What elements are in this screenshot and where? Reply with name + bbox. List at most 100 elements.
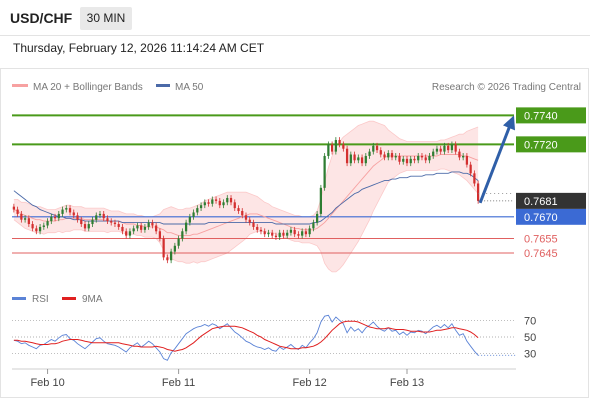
candle-body — [435, 148, 439, 152]
rsi-tick-label: 70 — [524, 315, 536, 327]
rsi-line — [13, 314, 479, 361]
candle-body — [188, 216, 191, 223]
candle-body — [417, 155, 420, 161]
candle-body — [394, 155, 397, 158]
candle-body — [256, 226, 259, 230]
candle-body — [229, 197, 233, 203]
candle-body — [121, 226, 124, 232]
candle-body — [222, 202, 225, 206]
candle-body — [293, 229, 296, 235]
candle-body — [53, 216, 57, 219]
level-tag-resistance — [516, 107, 586, 124]
candle-body — [319, 187, 323, 214]
bollinger-upper-line — [13, 120, 479, 218]
legend-bb-label: MA 20 + Bollinger Bands — [33, 82, 143, 93]
candle-body — [387, 153, 390, 158]
candle-body — [76, 215, 79, 220]
candle-body — [102, 213, 105, 219]
candle-body — [244, 215, 248, 220]
candle-body — [308, 228, 311, 235]
candle-body — [413, 158, 416, 161]
candle-body — [87, 224, 90, 229]
candle-body — [237, 208, 240, 212]
candle-body — [383, 154, 386, 158]
candle-body — [98, 213, 102, 216]
legend-ma50-label: MA 50 — [175, 82, 204, 93]
time-tick-label: Feb 12 — [293, 377, 327, 389]
level-label-resistance: 0.7720 — [524, 139, 558, 151]
credit-text: Research © 2026 Trading Central — [432, 82, 581, 93]
level-label-support: 0.7645 — [524, 248, 558, 260]
candle-body — [140, 225, 143, 230]
candle-body — [20, 213, 23, 220]
candle-body — [35, 228, 38, 232]
level-tag-resistance — [516, 136, 586, 153]
projection-arrow-shaft — [478, 124, 512, 204]
candle-body — [316, 213, 319, 223]
candle-body — [263, 231, 266, 235]
candle-body — [473, 173, 476, 184]
candle-body — [360, 157, 364, 164]
candle-body — [83, 224, 87, 229]
chart-frame — [0, 68, 589, 398]
candle-body — [166, 257, 169, 261]
candle-body — [282, 232, 285, 236]
candle-body — [181, 231, 184, 239]
candle-body — [23, 218, 27, 220]
current-price-tag — [516, 192, 586, 209]
time-tick-label: Feb 11 — [162, 377, 195, 389]
candle-body — [110, 221, 113, 223]
candle-body — [169, 251, 173, 261]
candle-body — [143, 226, 147, 230]
candle-body — [72, 212, 75, 216]
current-price-label: 0.7681 — [524, 196, 558, 208]
candle-body — [297, 234, 300, 236]
candle-body — [241, 211, 244, 216]
legend-rsi-ma-swatch — [62, 297, 76, 300]
candle-body — [214, 199, 218, 201]
candle-body — [334, 140, 337, 152]
candle-body — [27, 218, 30, 225]
candle-body — [226, 197, 229, 203]
candle-body — [353, 154, 356, 161]
candle-body — [402, 158, 405, 162]
candle-body — [184, 222, 188, 232]
candle-body — [443, 145, 446, 152]
legend-rsi-label: RSI — [32, 294, 49, 305]
candle-body — [177, 238, 180, 246]
legend-bb-swatch — [12, 84, 28, 87]
candle-body — [162, 238, 165, 258]
candle-body — [57, 213, 60, 219]
candle-body — [375, 145, 379, 151]
candle-body — [458, 151, 461, 158]
candle-body — [259, 229, 263, 232]
timeframe-badge[interactable]: 30 MIN — [80, 7, 132, 30]
candle-body — [420, 155, 424, 158]
candle-body — [173, 245, 176, 252]
level-tag-pivot — [516, 208, 586, 225]
candle-body — [31, 224, 34, 229]
candle-body — [428, 155, 431, 161]
report-datetime: Thursday, February 12, 2026 11:14:24 AM … — [13, 41, 265, 55]
candle-body — [113, 222, 117, 225]
level-label-resistance: 0.7740 — [524, 110, 558, 122]
candle-body — [38, 226, 42, 232]
candle-body — [338, 140, 341, 145]
candle-body — [462, 155, 465, 158]
candle-body — [136, 225, 139, 229]
candle-body — [465, 155, 469, 165]
candle-body — [233, 202, 236, 209]
level-label-support: 0.7655 — [524, 234, 558, 246]
candle-body — [196, 208, 199, 213]
candle-body — [409, 158, 412, 164]
price-panel: 0.7740 0.7720 0.7670 0.7655 0.7645 0.7681 — [12, 107, 586, 273]
candle-body — [327, 144, 330, 156]
candle-body — [364, 155, 367, 164]
ma50-line — [13, 171, 479, 225]
candle-body — [330, 144, 334, 152]
candle-body — [304, 231, 308, 235]
rsi-ma-line — [13, 320, 479, 352]
time-tick-label: Feb 13 — [390, 377, 424, 389]
candle-body — [312, 222, 315, 229]
candle-body — [469, 164, 472, 174]
